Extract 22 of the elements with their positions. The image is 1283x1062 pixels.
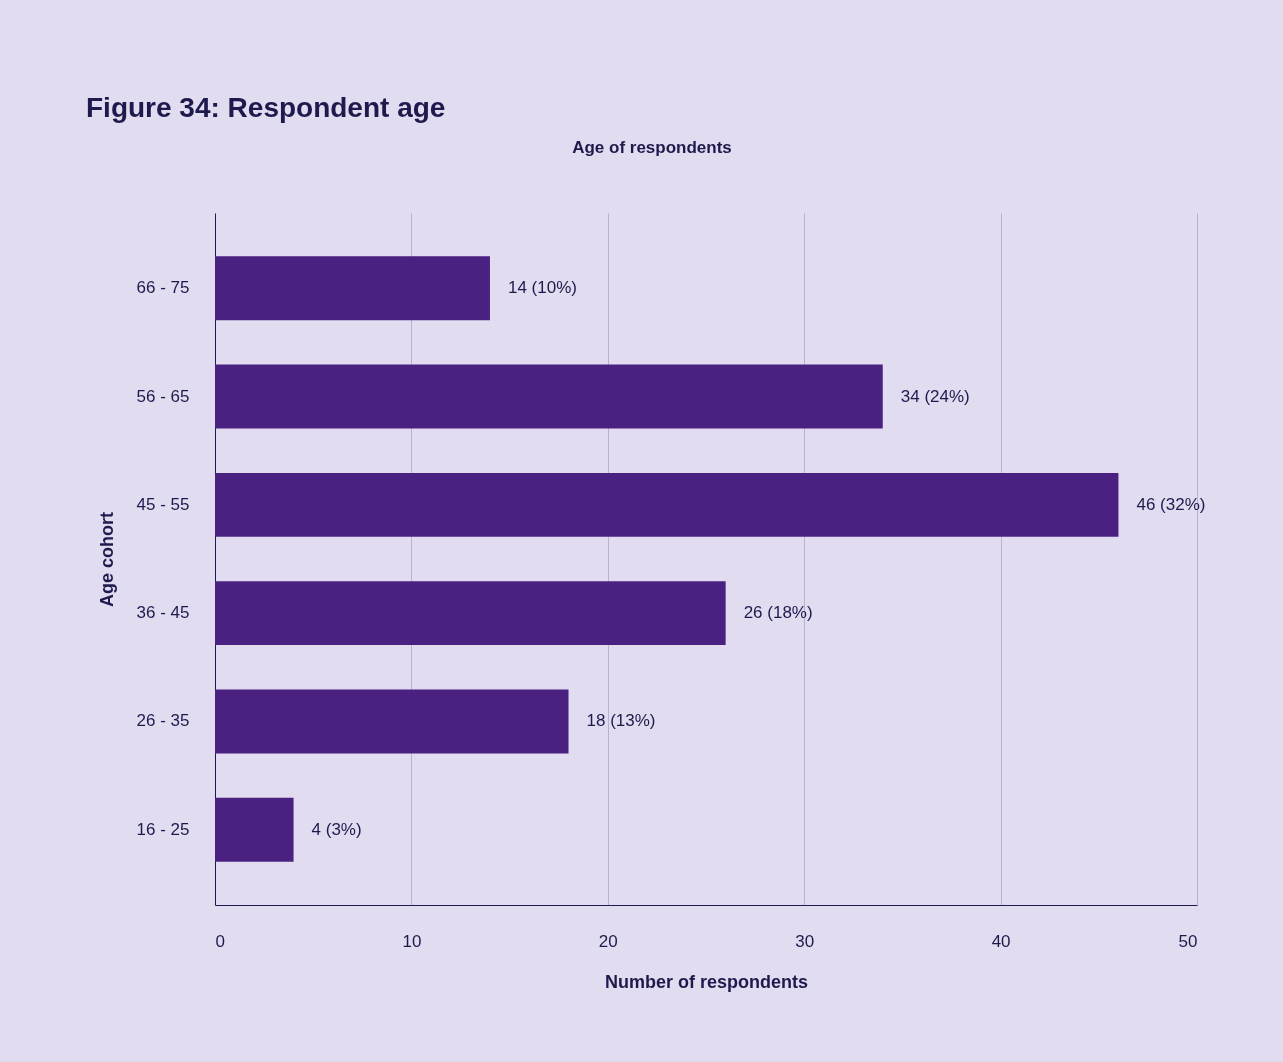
y-tick-label: 56 - 65 xyxy=(136,386,190,406)
y-tick-label: 16 - 25 xyxy=(136,819,190,839)
y-tick-label: 45 - 55 xyxy=(136,494,190,514)
x-tick-label: 40 xyxy=(991,931,1011,951)
data-label: 26 (18%) xyxy=(743,603,813,623)
data-label: 46 (32%) xyxy=(1136,494,1206,514)
chart-title: Figure 34: Respondent age xyxy=(86,92,446,123)
data-label: 18 (13%) xyxy=(586,711,656,731)
x-tick-label: 20 xyxy=(598,931,618,951)
x-axis-title: Number of respondents xyxy=(604,971,809,992)
data-label: 14 (10%) xyxy=(507,278,577,298)
data-label: 4 (3%) xyxy=(311,819,362,839)
x-tick-label: 0 xyxy=(215,931,225,951)
x-tick-label: 10 xyxy=(402,931,422,951)
y-tick-label: 26 - 35 xyxy=(136,711,190,731)
chart-subtitle: Age of respondents xyxy=(572,138,732,157)
x-tick-label: 30 xyxy=(795,931,815,951)
data-label: 34 (24%) xyxy=(900,386,970,406)
y-axis-title: Age cohort xyxy=(96,511,117,608)
x-tick-label: 50 xyxy=(1178,931,1198,951)
y-tick-label: 66 - 75 xyxy=(136,278,190,298)
y-tick-label: 36 - 45 xyxy=(136,603,190,623)
